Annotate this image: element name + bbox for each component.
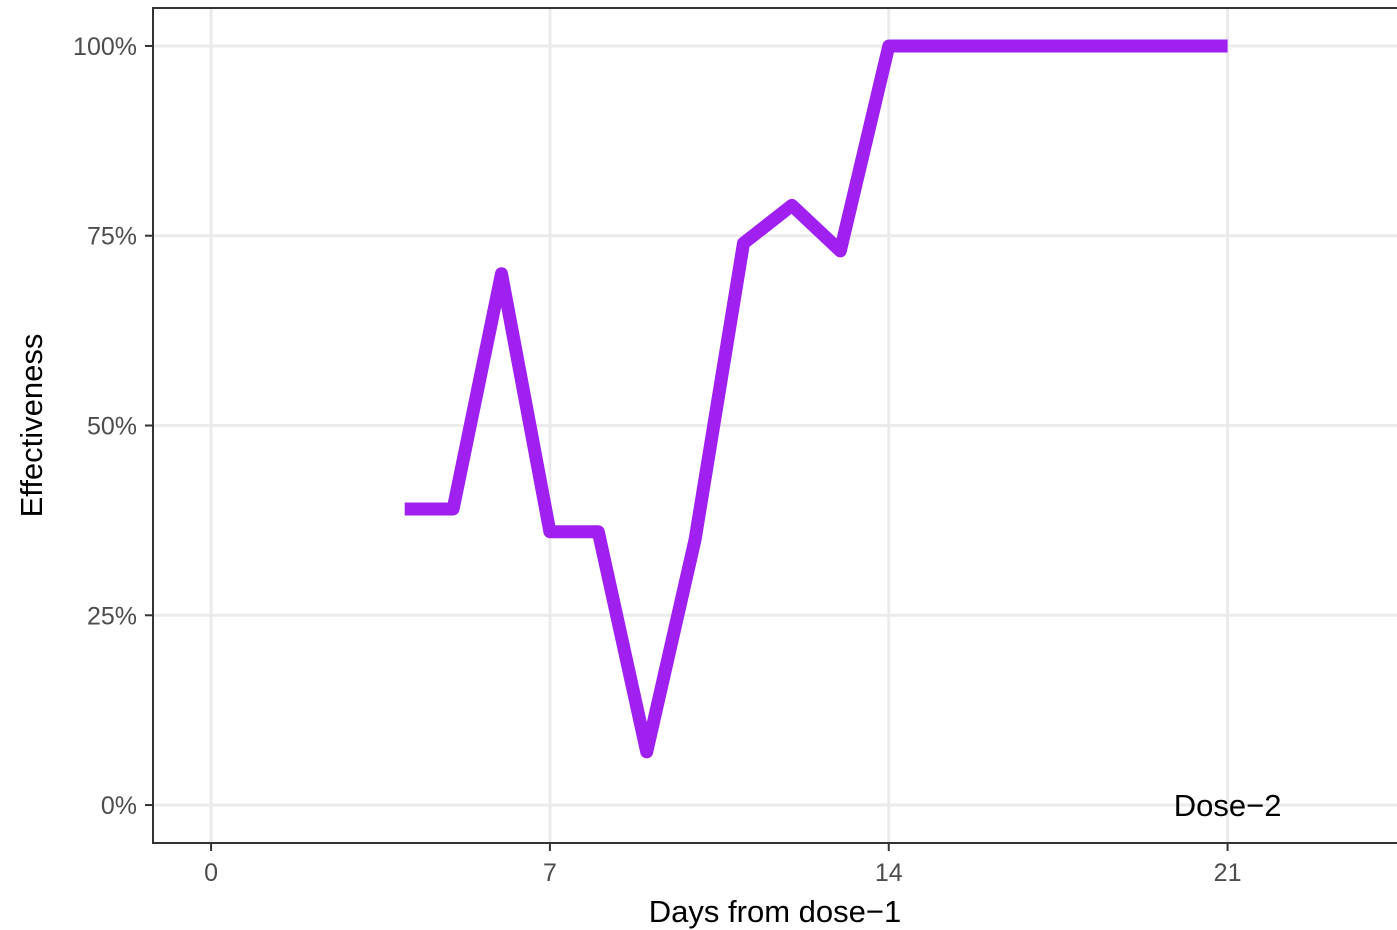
x-tick-label-0: 0 bbox=[204, 859, 218, 887]
y-tick-label-3: 75% bbox=[87, 223, 137, 251]
dose-2-annotation: Dose−2 bbox=[1174, 788, 1282, 823]
axis-ticks bbox=[145, 44, 1229, 851]
x-axis-title: Days from dose−1 bbox=[649, 894, 901, 929]
series-layer bbox=[404, 39, 1228, 759]
x-tick-label-21: 21 bbox=[1214, 859, 1242, 887]
x-tick-label-14: 14 bbox=[875, 859, 903, 887]
y-tick-label-2: 50% bbox=[87, 413, 137, 441]
grid-lines bbox=[153, 8, 1397, 843]
y-axis-title: Effectiveness bbox=[14, 334, 49, 518]
y-tick-label-1: 25% bbox=[87, 602, 137, 630]
y-tick-label-4: 100% bbox=[73, 33, 137, 61]
series-line-0 bbox=[404, 39, 1228, 759]
y-tick-label-0: 0% bbox=[101, 792, 137, 820]
axis-tick-labels: 0 7 14 21 0% 25% 50% 75% 100% bbox=[73, 33, 1241, 887]
x-tick-label-7: 7 bbox=[543, 859, 557, 887]
